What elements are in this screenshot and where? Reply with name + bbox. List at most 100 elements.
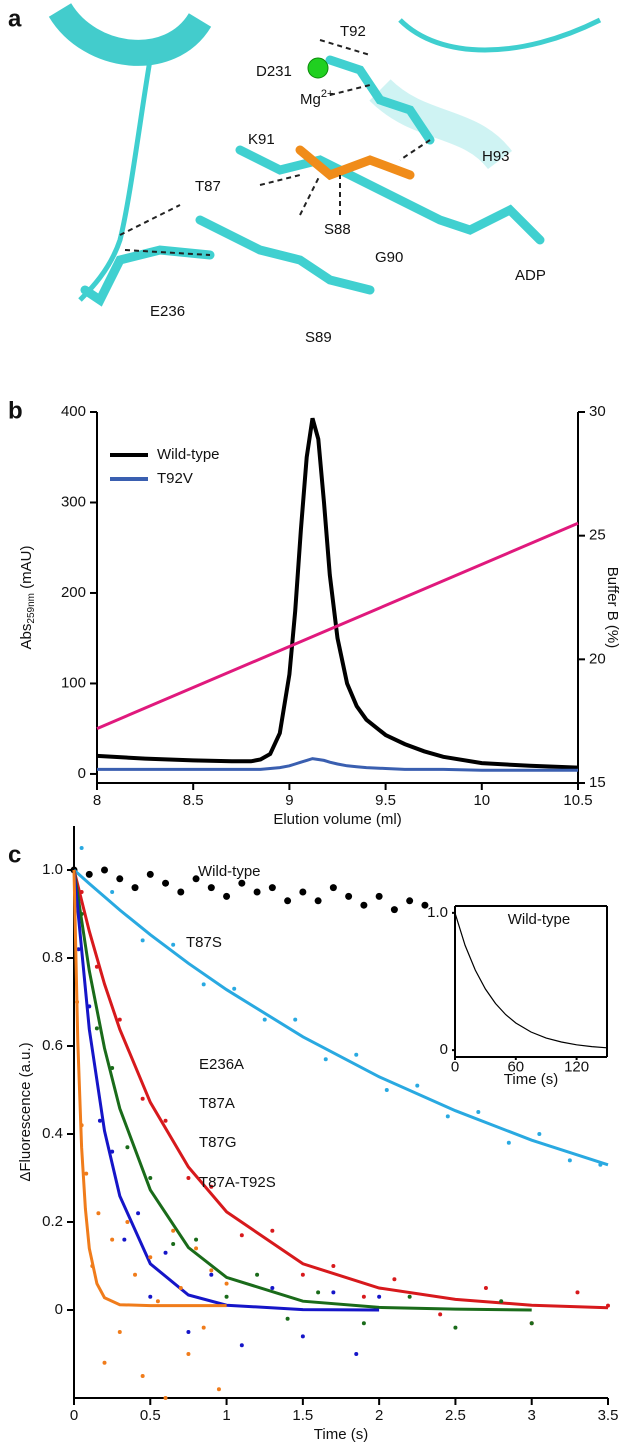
data-point (201, 1325, 206, 1330)
stick (195, 215, 375, 295)
mg-ion (307, 57, 329, 79)
data-point (224, 1281, 229, 1286)
ion-label: Mg2+ (300, 88, 333, 108)
data-point (148, 1294, 153, 1299)
data-point (148, 1255, 153, 1260)
y-tick-label: 0.4 (42, 1125, 63, 1142)
data-point (102, 1360, 107, 1365)
structure-image (40, 0, 622, 388)
data-point (209, 1272, 214, 1277)
x-tick-label: 0.5 (140, 1407, 161, 1424)
data-point (186, 1352, 191, 1356)
data-point (116, 875, 124, 883)
y-tick-label: 1.0 (427, 904, 448, 921)
data-point (415, 1083, 420, 1088)
data-point (270, 1286, 275, 1290)
y-axis-label-part: (mAU) (18, 546, 35, 594)
y-tick-label: 0 (55, 1301, 63, 1318)
data-point (268, 884, 276, 892)
data-point (262, 1017, 267, 1022)
y-tick-label: 0 (440, 1041, 448, 1058)
y2-tick-label: 15 (589, 774, 606, 791)
data-point (323, 1057, 328, 1062)
data-point (162, 879, 170, 887)
loop (78, 59, 153, 302)
residue-label: T87 (195, 178, 221, 195)
data-point (390, 906, 398, 914)
x-tick-label: 1 (222, 1407, 230, 1424)
series-label: E236A (199, 1056, 244, 1073)
panel-label: b (8, 397, 23, 424)
data-point (232, 986, 237, 991)
x-tick-label: 0 (70, 1407, 78, 1424)
data-point (354, 1352, 359, 1356)
y-axis-label: Abs259nm (mAU) (18, 546, 37, 650)
data-point (284, 897, 292, 905)
series-label: T87S (186, 934, 222, 951)
data-point (354, 1052, 359, 1057)
panel-label: c (8, 841, 21, 868)
data-point (125, 1220, 130, 1224)
data-point (94, 1026, 99, 1031)
residue-label: S89 (305, 329, 332, 346)
y-tick-label: 200 (61, 584, 86, 601)
data-point (223, 892, 231, 900)
data-point (529, 1321, 534, 1326)
x-tick-label: 2 (375, 1407, 383, 1424)
data-point (140, 938, 145, 943)
x-axis-label: Time (s) (504, 1071, 558, 1088)
y2-tick-label: 25 (589, 527, 606, 544)
y2-tick-label: 30 (589, 403, 606, 420)
data-point (483, 1286, 488, 1290)
data-point (255, 1272, 260, 1277)
y-tick-label: 400 (61, 403, 86, 420)
data-point (209, 1184, 214, 1189)
data-point (300, 1334, 305, 1339)
stick (235, 145, 545, 245)
data-point (239, 1343, 244, 1348)
data-point (377, 1294, 382, 1299)
x-tick-label: 9.5 (375, 792, 396, 809)
fit-line (72, 869, 227, 1308)
data-point (537, 1132, 542, 1136)
fit-line (73, 868, 609, 1167)
hbonds (119, 39, 431, 256)
data-point (186, 1330, 191, 1334)
data-point (146, 870, 154, 878)
data-point (238, 879, 246, 887)
data-point (117, 1017, 122, 1022)
data-point (163, 1250, 168, 1255)
data-point (384, 1088, 389, 1092)
loop (398, 17, 602, 53)
data-point (216, 1387, 221, 1392)
legend-label: Wild-type (157, 446, 220, 463)
ion-label-sup: 2+ (321, 88, 334, 100)
data-point (345, 892, 353, 900)
data-point (253, 888, 261, 896)
data-point (361, 1321, 366, 1326)
stick (80, 245, 215, 307)
x-axis-label: Elution volume (ml) (273, 811, 401, 828)
data-point (97, 1118, 102, 1123)
x-tick-label: 1.5 (292, 1407, 313, 1424)
chart-title: Wild-type (508, 911, 571, 928)
data-point (194, 1246, 199, 1251)
x-tick-label: 2.5 (445, 1407, 466, 1424)
series-label: T87A (199, 1095, 235, 1112)
data-point (131, 884, 139, 892)
y2-axis-label: Buffer B (%) (604, 567, 621, 648)
data-point (209, 1268, 214, 1273)
series-line (97, 757, 578, 772)
data-point (192, 875, 200, 883)
data-point (76, 947, 81, 952)
y-tick-label: 0 (78, 765, 86, 782)
y-axis-label: ΔFluorescence (a.u.) (17, 1042, 34, 1181)
data-point (421, 901, 429, 909)
phosphate (295, 145, 415, 181)
residue-label: S88 (324, 221, 351, 238)
y2-tick-label: 20 (589, 650, 606, 667)
data-point (329, 884, 337, 892)
data-point (140, 1374, 145, 1378)
